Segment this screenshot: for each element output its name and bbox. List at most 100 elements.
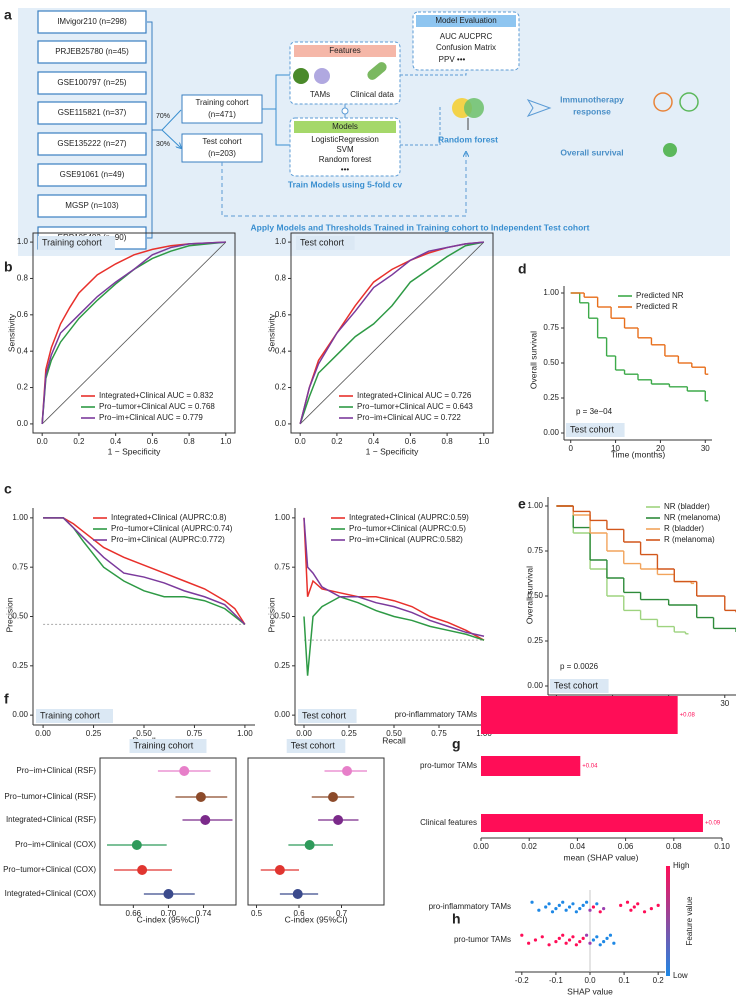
x-tick-label: 0.08 [666,842,682,851]
x-tick-label: 0.6 [147,437,159,446]
category-label: Integrated+Clinical (COX) [5,889,97,898]
legend-label: Pro−tumor+Clinical AUC = 0.643 [357,402,473,411]
legend-label: Integrated+Clinical (AUPRC:0.8) [111,513,227,522]
category-label: Pro−tumor+Clinical (RSF) [4,792,96,801]
panel-label: a [4,7,12,23]
y-axis-label: Sensitivity [266,313,276,352]
models-header [294,121,396,133]
shap-point [571,902,575,906]
shap-point [642,910,647,914]
y-tick-label: 0.2 [275,383,287,392]
shap-point [520,933,524,937]
split-arrows [161,109,181,148]
chart-title: Test cohort [300,237,345,247]
x-axis-label: Time (months) [611,449,666,459]
x-tick-label: 0.2 [73,437,85,446]
point-estimate [137,865,148,875]
shap-point [636,902,640,906]
y-tick-label: 0.2 [17,383,29,392]
panel-label: h [452,911,461,927]
x-tick-label: 0.50 [386,729,402,738]
training-label: Training cohort [195,98,249,107]
colorbar [666,866,670,976]
shap-point [581,903,585,908]
cohort-label: PRJEB25780 (n=45) [55,47,129,56]
y-tick-label: 0.00 [543,428,559,437]
curve [41,241,226,424]
y-tick-label: 0.50 [543,358,559,367]
feature-item: TAMs [310,90,330,99]
y-tick-label: 1.00 [543,288,559,297]
chart-title: Test cohort [302,710,347,720]
x-tick-label: 30 [720,699,729,708]
title-box [286,739,346,753]
shap-point [584,900,589,904]
panel-label: e [518,496,526,512]
shap-point [550,910,555,914]
x-tick-label: 0.04 [570,842,586,851]
shap-point [602,940,606,944]
title-box [36,709,113,723]
point-estimate [333,815,344,825]
y-tick-label: 0.50 [274,612,290,621]
curve [299,241,484,425]
evaluation-title: Model Evaluation [435,16,496,25]
y-axis-label: Sensitivity [6,313,16,352]
shap-point [605,936,609,941]
category-label: pro-tumor TAMs [420,761,477,770]
curve [41,241,226,424]
x-tick-label: 30 [701,444,710,453]
legend-label: Integrated+Clinical (AUPRC:0.59) [349,513,469,522]
y-tick-label: 1.0 [17,237,29,246]
icon [367,62,387,80]
y-tick-label: 1.00 [12,513,28,522]
x-tick-label: 0.6 [293,909,305,918]
bracket [147,21,162,239]
annotation: p = 0.0026 [560,662,599,671]
point-estimate [179,766,190,776]
model-item: ••• [341,165,350,174]
y-tick-label: 0.25 [543,393,559,402]
category-label: Pro−im+Clinical (RSF) [16,766,96,775]
bar [481,756,581,776]
curve [43,517,246,625]
cohort-label: GSE115821 (n=37) [58,108,127,117]
x-tick-label: 0.70 [161,909,177,918]
category-label: Pro−tumor+Clinical (COX) [3,865,96,874]
x-tick-label: 10 [611,444,620,453]
x-axis-label: Recall [382,735,406,745]
curve [303,595,485,676]
curve [43,517,246,625]
chart-title: Training cohort [134,740,194,750]
shap-point [530,900,534,904]
title-box [129,739,207,753]
outcome: Overall survival [560,147,623,157]
curve [299,241,484,425]
shap-point [625,900,630,904]
shap-point [649,907,653,911]
arrow-icon [526,99,552,117]
cohort-box [37,10,147,34]
category-label: pro-inflammatory TAMs [429,902,511,911]
cohort-box [37,71,147,95]
features-header [294,45,396,57]
x-axis-label: C-index (95%CI) [137,914,200,924]
value-label: +0.04 [582,764,598,770]
x-tick-label: 0.74 [196,909,212,918]
shap-point [554,907,558,911]
bar [481,814,703,832]
y-tick-label: 0.0 [275,419,287,428]
reference-line [299,241,485,425]
cohort-label: MGSP (n=103) [65,201,119,210]
title-box [296,236,355,250]
shap-point [567,938,572,942]
legend-label: Pro−tumor+Clinical AUC = 0.768 [99,402,215,411]
cohort-label: GSE135222 (n=27) [57,139,126,148]
point-estimate [163,889,174,899]
x-tick-label: 0.0 [295,437,307,446]
shap-point [533,938,538,942]
x-tick-label: 0.1 [619,976,631,985]
x-tick-label: 0.4 [368,437,380,446]
bar [481,696,678,734]
shap-point [598,910,602,914]
